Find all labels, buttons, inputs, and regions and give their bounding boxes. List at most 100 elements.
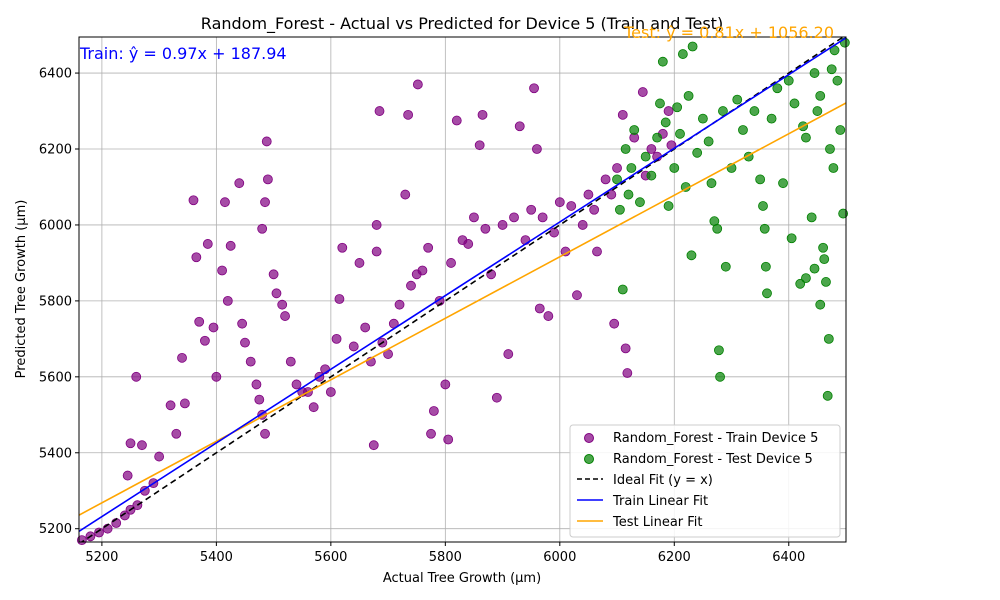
train-point: [217, 265, 227, 276]
train-point: [549, 227, 559, 238]
test-point: [822, 390, 833, 401]
test-point: [623, 189, 634, 200]
train-point: [463, 239, 474, 249]
test-point: [826, 64, 837, 75]
test-point: [652, 132, 663, 143]
test-point: [714, 345, 724, 356]
test-point: [620, 144, 631, 154]
test-point: [755, 174, 766, 185]
train-point: [620, 343, 631, 354]
train-point: [277, 299, 288, 310]
y-tick-label: 5200: [39, 522, 72, 537]
train-equation-annotation: Train: ŷ = 0.97x + 187.94: [79, 44, 287, 63]
train-point: [179, 398, 190, 409]
test-point: [762, 288, 772, 299]
test-point: [698, 113, 708, 124]
test-point: [801, 132, 811, 143]
train-point: [646, 144, 657, 154]
train-point: [600, 174, 611, 185]
test-point: [783, 75, 794, 86]
train-point: [260, 428, 270, 439]
test-point: [712, 223, 723, 234]
train-point: [94, 527, 104, 538]
train-point: [261, 136, 272, 147]
x-tick-label: 6000: [543, 550, 576, 565]
test-point: [839, 37, 850, 48]
x-tick-label: 5200: [85, 550, 118, 565]
test-point: [815, 299, 826, 310]
train-point: [165, 400, 176, 411]
train-point: [543, 311, 554, 321]
test-point: [663, 201, 674, 211]
test-point: [612, 174, 622, 185]
train-point: [368, 440, 379, 451]
test-point: [617, 284, 628, 295]
test-point: [718, 106, 728, 116]
test-point: [809, 263, 820, 274]
test-point: [825, 144, 835, 154]
test-point: [629, 125, 640, 135]
train-point: [285, 356, 296, 367]
train-point: [577, 220, 588, 230]
test-point: [646, 170, 657, 181]
test-point: [786, 233, 797, 244]
train-point: [428, 406, 439, 416]
test-point: [672, 102, 683, 113]
plot-area-frame: [78, 36, 847, 543]
train-point: [532, 144, 542, 154]
train-point: [371, 246, 382, 257]
test-point: [706, 178, 717, 189]
test-point: [683, 90, 694, 101]
test-point: [635, 197, 645, 208]
train-point: [202, 239, 213, 249]
train-point: [534, 303, 545, 314]
test-point: [640, 151, 651, 162]
x-tick-label: 6400: [772, 550, 805, 565]
x-axis-label: Actual Tree Growth (µm): [383, 571, 541, 586]
train-point: [308, 402, 319, 413]
train-point: [451, 115, 462, 126]
train-point: [280, 311, 290, 321]
y-tick-label: 5400: [39, 446, 72, 461]
train-point: [194, 316, 205, 327]
test-point: [758, 201, 768, 211]
train-point: [526, 204, 537, 215]
test-point: [823, 333, 834, 344]
train-point: [240, 337, 250, 348]
test-point: [766, 113, 777, 124]
train-point: [446, 258, 456, 268]
train-point: [331, 333, 342, 344]
train-point: [400, 189, 411, 200]
legend-train-marker: [584, 433, 594, 443]
test-point: [818, 242, 829, 253]
train-point: [491, 392, 502, 403]
train-point: [348, 341, 359, 352]
train-point: [537, 212, 548, 223]
y-tick-label: 6000: [39, 218, 72, 233]
train-point: [208, 322, 219, 333]
train-point: [622, 368, 633, 378]
train-point: [440, 379, 451, 390]
test-point: [655, 98, 665, 109]
train-point: [271, 288, 282, 299]
train-point: [191, 252, 202, 263]
train-point: [334, 294, 345, 304]
train-point: [426, 428, 436, 439]
train-point: [237, 318, 248, 329]
train-point: [200, 335, 210, 346]
test-point: [675, 128, 685, 139]
x-tick-label: 5800: [429, 550, 462, 565]
train-point: [251, 379, 262, 390]
test-point: [828, 163, 839, 173]
train-point: [583, 189, 594, 200]
train-point: [125, 438, 136, 449]
train-point: [154, 451, 165, 462]
train-point: [374, 106, 385, 116]
train-point: [423, 242, 434, 253]
train-point: [337, 242, 348, 253]
x-tick-label: 5600: [314, 550, 347, 565]
train-point: [220, 197, 230, 208]
y-tick-label: 5600: [39, 370, 72, 385]
test-point: [806, 212, 817, 223]
